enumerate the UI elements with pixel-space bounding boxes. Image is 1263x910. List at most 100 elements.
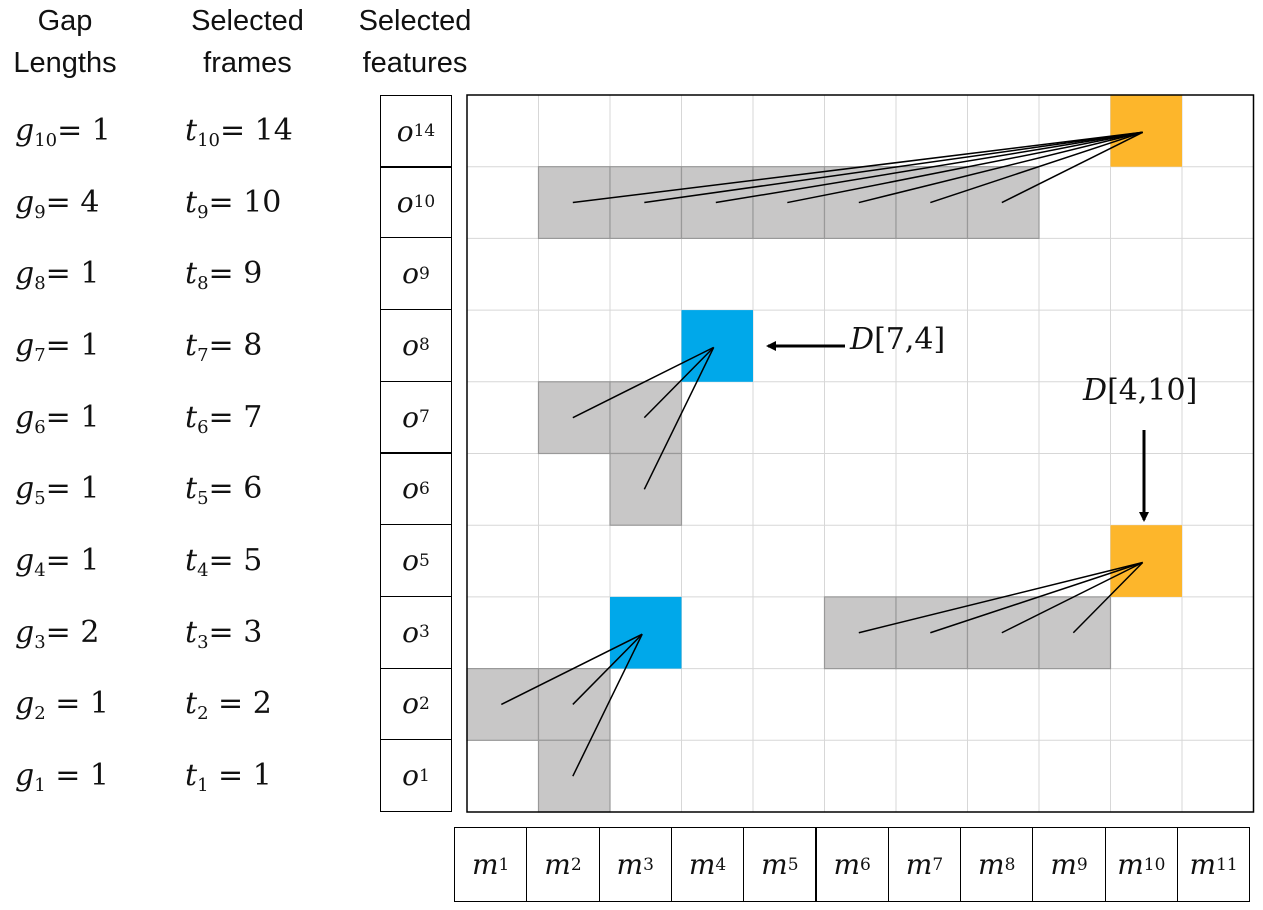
model-cell-5-symbol: m bbox=[761, 848, 788, 881]
frame-label-6-subscript: 6 bbox=[197, 416, 209, 438]
feature-cell-5-symbol: o bbox=[402, 544, 420, 578]
orange-cell bbox=[1110, 95, 1182, 167]
gap-label-2-subscript: 2 bbox=[34, 703, 46, 725]
gap-label-3-subscript: 3 bbox=[34, 631, 46, 653]
model-cell-10-subscript: 10 bbox=[1143, 854, 1166, 875]
feature-cell-2-subscript: 2 bbox=[419, 693, 430, 714]
link-line bbox=[858, 131, 1143, 204]
frame-label-6: t6= 7 bbox=[185, 398, 262, 438]
feature-cell-2-symbol: o bbox=[402, 687, 420, 721]
gap-label-7-subscript: 7 bbox=[34, 344, 46, 366]
frame-label-2-value: = 2 bbox=[208, 686, 272, 722]
frame-label-3: t3= 3 bbox=[185, 613, 262, 653]
frame-label-1-value: = 1 bbox=[208, 758, 272, 794]
gap-label-10-value: = 1 bbox=[57, 112, 111, 148]
frame-label-2-symbol: t bbox=[185, 686, 198, 722]
feature-cell-7-symbol: o bbox=[402, 400, 420, 434]
link-line bbox=[1001, 561, 1144, 634]
frame-label-10-value: = 14 bbox=[219, 112, 293, 148]
gap-label-1-symbol: g bbox=[15, 758, 35, 794]
frame-label-5: t5= 6 bbox=[185, 469, 262, 509]
model-cell-11-symbol: m bbox=[1189, 848, 1217, 881]
gap-lengths-header: Gap Lengths bbox=[10, 0, 120, 84]
gap-label-5-symbol: g bbox=[15, 471, 35, 507]
annotation-d-4-10: D[4,10] bbox=[1083, 373, 1197, 408]
frame-label-5-symbol: t bbox=[185, 471, 198, 507]
frame-label-3-subscript: 3 bbox=[197, 631, 209, 653]
features-header-line1: Selected bbox=[358, 5, 472, 37]
gap-label-10-symbol: g bbox=[15, 112, 35, 148]
frame-label-10-symbol: t bbox=[185, 112, 198, 148]
model-cell-5-subscript: 5 bbox=[787, 854, 799, 875]
frame-label-2: t2 = 2 bbox=[185, 684, 272, 724]
gap-label-8-symbol: g bbox=[15, 256, 35, 292]
selected-features-header: Selected features bbox=[345, 0, 485, 84]
model-cell-7-symbol: m bbox=[905, 848, 933, 881]
gap-label-8: g8= 1 bbox=[15, 254, 99, 294]
link-line bbox=[500, 633, 643, 706]
link-line bbox=[930, 561, 1143, 634]
feature-cell-1-subscript: 1 bbox=[419, 765, 430, 786]
orange-cell bbox=[1110, 525, 1182, 597]
frame-label-1-symbol: t bbox=[185, 758, 198, 794]
frame-label-4-subscript: 4 bbox=[197, 560, 209, 582]
frame-label-8-value: = 9 bbox=[208, 256, 263, 292]
gap-label-3-symbol: g bbox=[15, 614, 35, 650]
frame-label-7: t7= 8 bbox=[185, 326, 262, 366]
gap-label-7-symbol: g bbox=[15, 327, 35, 363]
frame-label-9-symbol: t bbox=[185, 184, 198, 220]
feature-cell-6-symbol: o bbox=[402, 472, 420, 506]
link-line bbox=[930, 131, 1143, 204]
gap-label-9: g9= 4 bbox=[15, 183, 99, 223]
gap-header-line1: Gap bbox=[37, 5, 93, 37]
gap-header-line2: Lengths bbox=[13, 47, 117, 79]
d74-args: [7,4] bbox=[874, 322, 946, 357]
feature-cell-9-subscript: 9 bbox=[419, 263, 430, 284]
frame-label-10: t10= 14 bbox=[185, 111, 293, 151]
frame-label-10-subscript: 10 bbox=[197, 129, 220, 151]
features-header-line2: features bbox=[362, 47, 468, 79]
model-cell-8-symbol: m bbox=[978, 848, 1005, 881]
gap-label-4-symbol: g bbox=[15, 543, 35, 579]
model-cell-11: m 11 bbox=[1177, 827, 1251, 902]
model-cell-2-symbol: m bbox=[544, 848, 571, 881]
frame-label-7-subscript: 7 bbox=[197, 344, 209, 366]
frame-label-7-symbol: t bbox=[185, 327, 198, 363]
gray-cell bbox=[537, 739, 611, 813]
model-cell-1-symbol: m bbox=[471, 848, 499, 881]
feature-cell-8-subscript: 8 bbox=[419, 335, 430, 356]
frame-label-8-symbol: t bbox=[185, 256, 198, 292]
gap-label-2: g2 = 1 bbox=[15, 684, 109, 724]
gap-label-10: g10= 1 bbox=[15, 111, 111, 151]
gap-label-8-subscript: 8 bbox=[34, 273, 46, 295]
gap-label-3-value: = 2 bbox=[45, 614, 100, 650]
gap-label-5-value: = 1 bbox=[45, 471, 100, 507]
frame-label-4-value: = 5 bbox=[208, 543, 263, 579]
d74-symbol: D bbox=[850, 322, 875, 357]
model-cell-6-symbol: m bbox=[833, 848, 861, 881]
gap-label-1-value: = 1 bbox=[45, 758, 109, 794]
feature-cell-14: o 14 bbox=[380, 95, 452, 168]
frame-label-1-subscript: 1 bbox=[197, 775, 209, 797]
link-line bbox=[644, 131, 1143, 204]
blue-cell bbox=[610, 596, 682, 669]
selected-frames-header: Selected frames bbox=[175, 0, 320, 84]
gap-label-10-subscript: 10 bbox=[34, 129, 58, 151]
feature-cell-6-subscript: 6 bbox=[419, 478, 430, 499]
link-line bbox=[1072, 561, 1144, 634]
gap-label-4-subscript: 4 bbox=[34, 560, 46, 582]
link-line bbox=[572, 633, 643, 777]
frame-label-9-subscript: 9 bbox=[197, 201, 209, 223]
model-cell-4-symbol: m bbox=[688, 848, 716, 881]
gap-label-4: g4= 1 bbox=[15, 541, 99, 581]
frame-label-2-subscript: 2 bbox=[197, 703, 209, 725]
link-line bbox=[858, 561, 1143, 634]
model-cell-6-subscript: 6 bbox=[860, 854, 871, 875]
model-cell-8-subscript: 8 bbox=[1004, 854, 1016, 875]
